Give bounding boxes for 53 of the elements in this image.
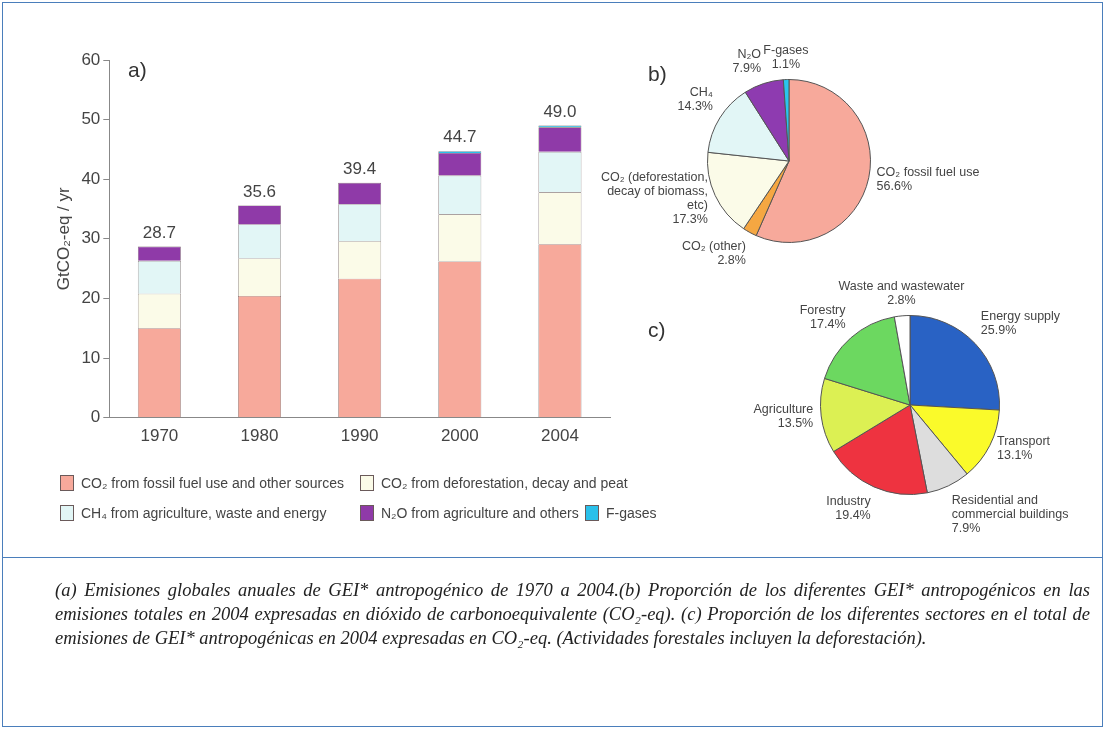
slice-label: CO₂ (deforestation, decay of biomass, etc) — [600, 170, 708, 213]
slice-label: N₂O — [737, 47, 762, 62]
data-label: 1.1% — [771, 57, 801, 72]
slice-label: CO₂ (other) — [681, 238, 746, 253]
slice-label: Waste and wastewater — [838, 279, 965, 294]
legend-label: CH₄ from agriculture, waste and energy — [81, 505, 327, 521]
slice-label: Forestry — [799, 303, 847, 318]
legend-label: CO₂ from fossil fuel use and other sources — [81, 475, 344, 491]
data-label: 7.9% — [951, 520, 981, 535]
x-tick-label: 2000 — [440, 426, 479, 446]
text: (a) Emisiones globales anuales de GEI* antropogénico de 1970 a 2004.(b) Proporción de los diferentes GEI* antropogénicos en las emisiones totales en 2004 expresadas en dióxido de carbonoequivalente (CO₂-eq). (c) Proporción de los diferentes sectores en el total de emisiones de GEI* antropogénicas en 2004 expresadas en CO₂-eq. (Actividades forestales incluyen la deforestación). — [55, 580, 1090, 648]
data-label: 19.4% — [835, 507, 871, 522]
chart-title: a) — [128, 58, 147, 82]
y-axis-title: GtCO₂-eq / yr — [53, 186, 73, 291]
slice-label: Residential and commercial buildings — [951, 492, 1069, 521]
slice-label: CH₄ — [689, 85, 713, 100]
y-tick-label: 60 — [81, 49, 101, 69]
total-label: 39.4 — [343, 158, 377, 178]
total-label: 44.7 — [443, 127, 477, 147]
data-label: 14.3% — [677, 99, 713, 114]
x-tick-label: 1990 — [340, 426, 379, 446]
y-tick-label: 30 — [81, 228, 101, 248]
data-label: 7.9% — [732, 61, 762, 76]
x-tick-label: 1980 — [240, 426, 279, 446]
slice-label: Industry — [826, 493, 872, 508]
text: c) — [648, 318, 666, 342]
data-label: 17.4% — [810, 317, 846, 332]
total-label: 28.7 — [142, 222, 176, 242]
data-label: 2.8% — [887, 293, 916, 308]
y-tick-label: 10 — [81, 347, 101, 367]
data-label: 2.8% — [717, 252, 746, 267]
slice-label: Energy supply — [980, 309, 1061, 324]
legend-label: F-gases — [606, 505, 657, 521]
slice-label: F-gases — [763, 43, 809, 58]
total-label: 49.0 — [543, 101, 577, 121]
text: b) — [648, 62, 667, 86]
y-tick-label: 50 — [81, 109, 101, 129]
total-label: 35.6 — [242, 181, 277, 201]
data-label: 56.6% — [876, 178, 913, 193]
data-label: 25.9% — [980, 323, 1017, 338]
y-tick-label: 20 — [81, 288, 101, 308]
legend-label: N₂O from agriculture and others — [381, 505, 579, 521]
data-label: 17.3% — [672, 212, 708, 227]
x-tick-label: 1970 — [140, 426, 179, 446]
slice-label: CO₂ fossil fuel use — [876, 164, 980, 179]
slice-label: Agriculture — [753, 402, 814, 417]
data-label: 13.1% — [997, 448, 1033, 463]
y-tick-label: 0 — [90, 407, 101, 427]
legend-label: CO₂ from deforestation, decay and peat — [381, 475, 628, 491]
y-tick-label: 40 — [81, 168, 101, 188]
x-tick-label: 2004 — [541, 426, 579, 446]
data-label: 13.5% — [777, 416, 814, 431]
slice-label: Transport — [997, 434, 1051, 449]
